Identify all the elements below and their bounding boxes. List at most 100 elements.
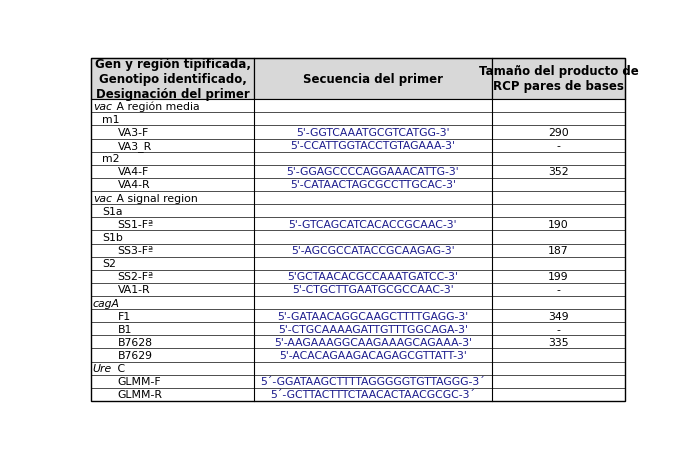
- Text: S1a: S1a: [102, 206, 122, 216]
- Text: B1: B1: [117, 324, 132, 334]
- Bar: [92, 139, 254, 152]
- Bar: [491, 296, 625, 309]
- Bar: [254, 336, 491, 349]
- Bar: [491, 58, 625, 100]
- Text: VA4-R: VA4-R: [117, 180, 150, 190]
- Text: -: -: [556, 285, 561, 295]
- Bar: [92, 388, 254, 401]
- Text: 335: 335: [548, 337, 569, 347]
- Bar: [491, 205, 625, 218]
- Text: 5'-GGTCAAATGCGTCATGG-3': 5'-GGTCAAATGCGTCATGG-3': [296, 128, 449, 138]
- Text: 5'-AAGAAAGGCAAGAAAGCAGAAA-3': 5'-AAGAAAGGCAAGAAAGCAGAAA-3': [274, 337, 472, 347]
- Text: 190: 190: [548, 219, 569, 229]
- Bar: [254, 218, 491, 231]
- Bar: [92, 270, 254, 283]
- Bar: [92, 309, 254, 323]
- Text: cagA: cagA: [93, 298, 120, 308]
- Bar: [254, 323, 491, 336]
- Bar: [92, 349, 254, 362]
- Bar: [92, 296, 254, 309]
- Bar: [254, 139, 491, 152]
- Text: Gen y región tipificada,
Genotipo identificado,
Designación del primer: Gen y región tipificada, Genotipo identi…: [94, 58, 251, 101]
- Bar: [254, 152, 491, 166]
- Bar: [254, 113, 491, 126]
- Bar: [92, 244, 254, 257]
- Bar: [491, 270, 625, 283]
- Bar: [491, 283, 625, 296]
- Text: 5´-GGATAAGCTTTTAGGGGGTGTTAGGG-3´: 5´-GGATAAGCTTTTAGGGGGTGTTAGGG-3´: [261, 376, 485, 386]
- Bar: [254, 283, 491, 296]
- Text: 5'-GTCAGCATCACACCGCAAC-3': 5'-GTCAGCATCACACCGCAAC-3': [289, 219, 457, 229]
- Text: GLMM-R: GLMM-R: [117, 389, 163, 399]
- Bar: [92, 375, 254, 388]
- Bar: [491, 323, 625, 336]
- Bar: [92, 192, 254, 205]
- Text: 5'-AGCGCCATACCGCAAGAG-3': 5'-AGCGCCATACCGCAAGAG-3': [291, 246, 455, 256]
- Text: GLMM-F: GLMM-F: [117, 376, 161, 386]
- Text: m1: m1: [102, 115, 120, 125]
- Bar: [491, 257, 625, 270]
- Bar: [491, 375, 625, 388]
- Text: SS1-Fª: SS1-Fª: [117, 219, 154, 229]
- Bar: [92, 218, 254, 231]
- Bar: [254, 257, 491, 270]
- Text: vac: vac: [93, 193, 112, 203]
- Bar: [254, 270, 491, 283]
- Bar: [254, 244, 491, 257]
- Bar: [491, 178, 625, 192]
- Bar: [254, 349, 491, 362]
- Bar: [92, 205, 254, 218]
- Text: 5'-CTGCTTGAATGCGCCAAC-3': 5'-CTGCTTGAATGCGCCAAC-3': [292, 285, 454, 295]
- Bar: [491, 152, 625, 166]
- Bar: [491, 336, 625, 349]
- Text: A región media: A región media: [113, 101, 200, 112]
- Text: 199: 199: [548, 272, 569, 282]
- Bar: [254, 362, 491, 375]
- Bar: [491, 309, 625, 323]
- Bar: [92, 126, 254, 139]
- Bar: [491, 244, 625, 257]
- Text: -: -: [556, 141, 561, 151]
- Bar: [491, 113, 625, 126]
- Bar: [254, 296, 491, 309]
- Bar: [254, 126, 491, 139]
- Bar: [491, 166, 625, 178]
- Text: vac: vac: [93, 101, 112, 111]
- Text: B7628: B7628: [117, 337, 152, 347]
- Text: 5´-GCTTACTTTCTAACACTAACGCGC-3´: 5´-GCTTACTTTCTAACACTAACGCGC-3´: [271, 389, 475, 399]
- Text: SS3-Fª: SS3-Fª: [117, 246, 154, 256]
- Text: Secuencia del primer: Secuencia del primer: [303, 73, 443, 86]
- Bar: [92, 152, 254, 166]
- Bar: [491, 218, 625, 231]
- Text: C: C: [114, 364, 124, 374]
- Bar: [491, 362, 625, 375]
- Bar: [92, 362, 254, 375]
- Text: 187: 187: [548, 246, 569, 256]
- Bar: [254, 231, 491, 244]
- Text: Tamaño del producto de
RCP pares de bases: Tamaño del producto de RCP pares de base…: [479, 65, 638, 93]
- Bar: [254, 388, 491, 401]
- Bar: [92, 283, 254, 296]
- Text: 5'-GGAGCCCCAGGAAACATTG-3': 5'-GGAGCCCCAGGAAACATTG-3': [287, 167, 459, 177]
- Bar: [254, 100, 491, 113]
- Text: VA3-F: VA3-F: [117, 128, 149, 138]
- Bar: [92, 257, 254, 270]
- Text: SS2-Fª: SS2-Fª: [117, 272, 154, 282]
- Bar: [254, 309, 491, 323]
- Bar: [92, 100, 254, 113]
- Text: VA1-R: VA1-R: [117, 285, 150, 295]
- Bar: [92, 336, 254, 349]
- Bar: [254, 166, 491, 178]
- Text: 5'-CTGCAAAAGATTGTTTGGCAGA-3': 5'-CTGCAAAAGATTGTTTGGCAGA-3': [278, 324, 468, 334]
- Text: 349: 349: [548, 311, 569, 321]
- Text: VA3_R: VA3_R: [117, 140, 152, 151]
- Bar: [491, 139, 625, 152]
- Bar: [491, 192, 625, 205]
- Text: S1b: S1b: [102, 233, 123, 243]
- Text: 5'-ACACAGAAGACAGAGCGTTATT-3': 5'-ACACAGAAGACAGAGCGTTATT-3': [279, 350, 467, 360]
- Bar: [491, 349, 625, 362]
- Text: 290: 290: [548, 128, 569, 138]
- Text: -: -: [556, 324, 561, 334]
- Bar: [254, 205, 491, 218]
- Text: 352: 352: [548, 167, 569, 177]
